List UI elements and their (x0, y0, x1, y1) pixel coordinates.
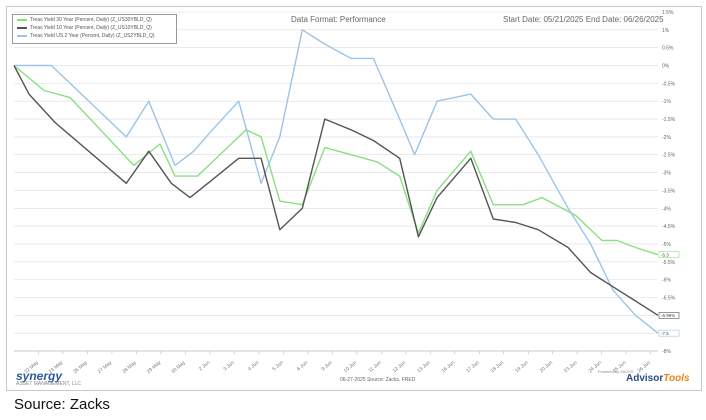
y-axis-ticks: 1.5% 1% 0.5% 0% -0.5% -1% -1.5% -2% -2.5% -3% -3.5… (662, 10, 676, 355)
end-label-box (658, 329, 680, 337)
x-tick-label: 5 Jun (271, 360, 284, 373)
x-tick-label: 2 Jun (198, 360, 211, 373)
x-tick-label: 29 May (146, 360, 163, 375)
end-label: -5.3 (661, 252, 669, 257)
y-tick-label: -8% (662, 349, 671, 355)
y-tick-label: -2.5% (662, 153, 676, 159)
logo-accent: Tools (663, 373, 690, 384)
y-tick-label: 1.5% (662, 10, 674, 16)
x-tick-label: 6 Jun (296, 360, 309, 373)
legend-label: Treas Yield 30 Year (Percent, Daily) (Z_… (30, 17, 152, 23)
x-tick-label: 4 Jun (247, 360, 260, 373)
caption: Source: Zacks (14, 396, 110, 413)
x-tick-label: 23 Jun (563, 360, 579, 374)
legend-item-2y: Treas Yield US 2 Year (Percent, Daily) (… (17, 33, 155, 40)
x-tick-label: 10 Jun (343, 360, 359, 374)
powered-by: Powered by ZACKS (598, 369, 634, 374)
legend-item-10y: Treas Yield 10 Year (Percent, Daily) (Z_… (17, 25, 152, 32)
x-tick-label: 16 Jun (441, 360, 457, 374)
y-tick-label: -6.5% (662, 295, 676, 301)
advisortools-logo: AdvisorTools (626, 373, 690, 384)
end-label: -7.5 (661, 331, 669, 336)
x-tick-label: 28 May (121, 360, 138, 375)
x-tick-label: 12 Jun (392, 360, 408, 374)
y-tick-label: -4% (662, 206, 671, 212)
y-tick-label: 0.5% (662, 46, 674, 52)
x-tick-label: 18 Jun (490, 360, 506, 374)
y-tick-label: -5.5% (662, 260, 676, 266)
synergy-logo: synergy ASSET MANAGEMENT, LLC (16, 369, 81, 387)
series-lines (13, 29, 659, 334)
series-line (14, 29, 659, 334)
y-tick-label: -3.5% (662, 188, 676, 194)
grid (14, 11, 658, 354)
y-tick-label: -5% (662, 242, 671, 248)
legend-label: Treas Yield US 2 Year (Percent, Daily) (… (30, 33, 155, 39)
y-tick-label: -2% (662, 135, 671, 141)
end-labels: -5.3 -7.5 -6.99% (658, 251, 680, 337)
x-tick-label: 3 Jun (222, 360, 235, 373)
legend-item-30y: Treas Yield 30 Year (Percent, Daily) (Z_… (17, 17, 152, 24)
legend-swatch (17, 18, 27, 21)
end-label: -6.99% (661, 313, 675, 318)
x-tick-label: 13 Jun (416, 360, 432, 374)
y-tick-label: -6% (662, 278, 671, 284)
y-tick-label: -0.5% (662, 81, 676, 87)
legend-swatch (17, 26, 27, 29)
x-tick-label: 17 Jun (465, 360, 481, 374)
x-tick-label: 9 Jun (320, 360, 333, 373)
series-line (13, 65, 659, 316)
x-tick-label: 11 Jun (368, 360, 383, 374)
logo-text: synergy (16, 369, 63, 383)
series-line (13, 64, 659, 256)
chart-title: Data Format: Performance (291, 15, 386, 24)
date-range: Start Date: 05/21/2025 End Date: 06/26/2… (503, 15, 664, 24)
end-label-box (658, 312, 680, 319)
legend-label: Treas Yield 10 Year (Percent, Daily) (Z_… (30, 25, 152, 31)
x-axis-ticks: 22 May 23 May 26 May 27 May 28 May 29 May 30 M… (23, 360, 652, 375)
x-tick-label: 30 May (170, 360, 187, 375)
y-tick-label: -3% (662, 171, 671, 177)
legend: Treas Yield 30 Year (Percent, Daily) (Z_… (12, 14, 177, 44)
y-tick-label: 1% (662, 28, 670, 34)
x-tick-label: 27 May (97, 360, 114, 375)
y-tick-label: 0% (662, 64, 670, 70)
logo-text: Advisor (626, 373, 664, 384)
chart-frame (6, 6, 702, 391)
end-label-box (658, 251, 680, 258)
y-tick-label: -1.5% (662, 117, 676, 123)
y-tick-label: -1% (662, 99, 671, 105)
y-tick-label: -4.5% (662, 224, 676, 230)
x-tick-label: 19 Jun (514, 360, 530, 374)
logo-subtext: ASSET MANAGEMENT, LLC (16, 381, 81, 387)
source-line: 06-27-2025 Source: Zacks, FRED (340, 377, 416, 383)
legend-swatch (17, 34, 27, 37)
x-tick-label: 20 Jun (539, 360, 555, 374)
